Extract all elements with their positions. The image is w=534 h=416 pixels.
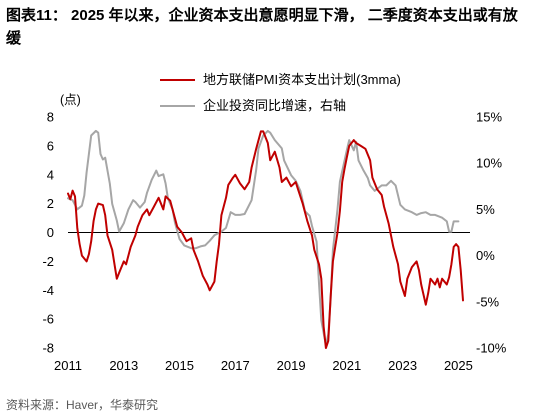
y-tick-label-right: 5%	[476, 202, 495, 217]
legend-swatch-investment-yoy	[160, 105, 195, 107]
x-tick-label: 2023	[388, 358, 417, 373]
y-tick-label-right: 15%	[476, 110, 502, 125]
x-tick-label: 2021	[332, 358, 361, 373]
x-tick-label: 2019	[277, 358, 306, 373]
y-tick-label-left: -8	[42, 341, 54, 356]
business-investment-yoy-line	[67, 129, 460, 347]
legend-label-pmi-capex: 地方联储PMI资本支出计划(3mma)	[203, 72, 401, 87]
y-tick-label-left: 6	[47, 138, 54, 153]
x-tick-label: 2011	[54, 358, 82, 373]
y-tick-label-left: 0	[47, 225, 54, 240]
chart-title: 图表11： 2025 年以来，企业资本支出意愿明显下滑， 二季度资本支出或有放缓	[6, 7, 518, 47]
y-axis-unit-label: (点)	[60, 93, 81, 107]
x-tick-label: 2015	[165, 358, 194, 373]
y-tick-label-left: -4	[42, 283, 54, 298]
y-tick-label-left: -2	[42, 254, 54, 269]
y-tick-label-right: 10%	[476, 156, 502, 171]
legend-swatch-pmi-capex	[160, 79, 195, 81]
pmi-capex-plan-line	[67, 130, 464, 349]
y-tick-label-left: 2	[47, 196, 54, 211]
y-tick-label-right: -5%	[476, 294, 500, 309]
legend-label-investment-yoy: 企业投资同比增速，右轴	[203, 98, 347, 113]
x-tick-label: 2013	[109, 358, 138, 373]
source-note: 资料来源：Haver，华泰研究	[6, 398, 159, 412]
y-tick-label-left: -6	[42, 312, 54, 327]
y-tick-label-left: 4	[47, 167, 54, 182]
legend-item-investment-yoy: 企业投资同比增速，右轴	[160, 98, 460, 114]
y-tick-label-left: 8	[47, 110, 54, 125]
y-tick-label-right: -10%	[476, 341, 507, 356]
y-tick-label-right: 0%	[476, 248, 495, 263]
x-tick-label: 2017	[221, 358, 250, 373]
x-tick-label: 2025	[444, 358, 473, 373]
legend-item-pmi-capex: 地方联储PMI资本支出计划(3mma)	[160, 72, 460, 88]
